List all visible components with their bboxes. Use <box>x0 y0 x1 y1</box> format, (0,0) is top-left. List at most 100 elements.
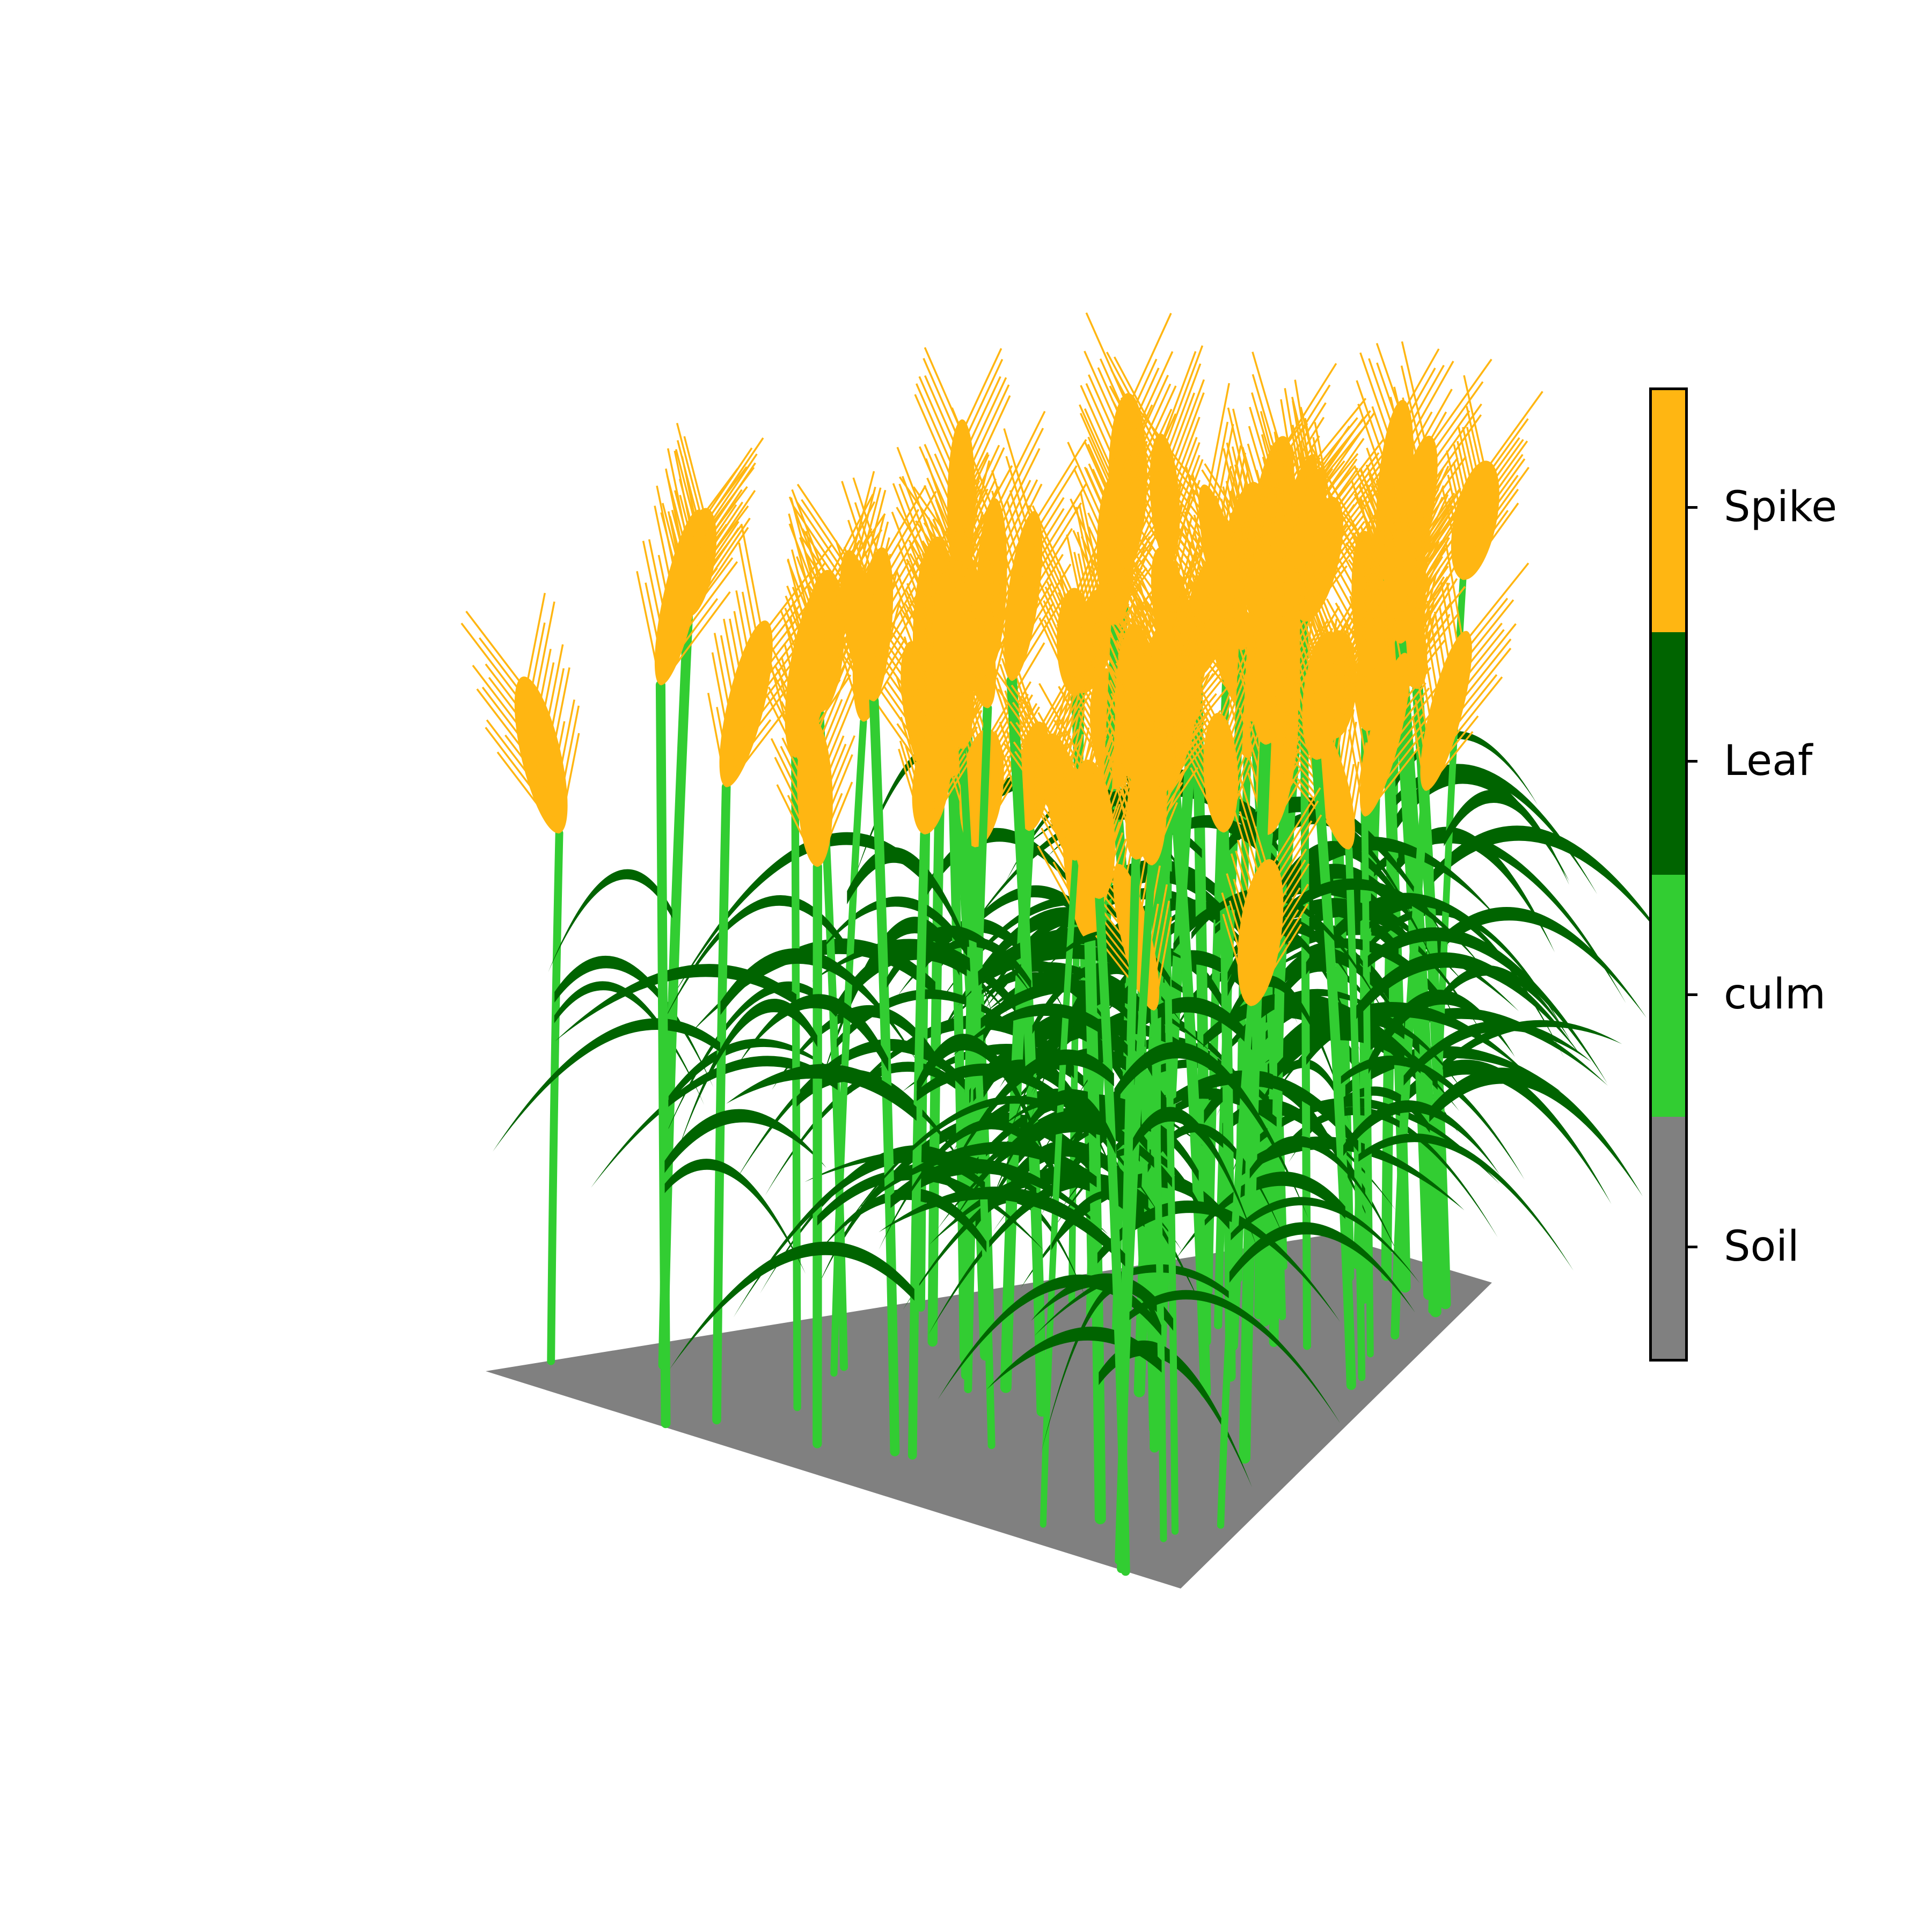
leaf-blade <box>1368 990 1515 1074</box>
leaf-blade <box>1231 1197 1420 1284</box>
leaf-blade <box>664 1159 806 1274</box>
leaf-blade <box>1203 992 1460 1111</box>
colorbar-label-culm: culm <box>1724 970 1826 1019</box>
culm-stem <box>869 696 900 1457</box>
leaf-blade <box>726 1064 917 1121</box>
leaf-blade <box>664 1109 826 1173</box>
leaf-blade <box>1277 1107 1498 1238</box>
leaf-blade <box>938 1274 1161 1400</box>
leaf-blade <box>957 933 1153 1006</box>
leaf-blade <box>735 1038 972 1181</box>
leaf-blade <box>1278 863 1426 937</box>
leaf-blade <box>1175 1172 1345 1260</box>
spike-ear <box>1231 515 1337 745</box>
leaf-blade <box>1356 952 1580 1055</box>
leaf-blade <box>1367 927 1607 1084</box>
spike-ear <box>1221 777 1322 1007</box>
culm-stem <box>1311 755 1356 1391</box>
colorbar-tick-culm <box>1688 993 1697 996</box>
leaf-blade <box>1099 1340 1253 1488</box>
wheat-plant <box>636 448 826 1429</box>
leaf-blade <box>858 1141 1097 1209</box>
culm-stem <box>1006 675 1048 1417</box>
leaf-blade <box>812 896 975 968</box>
leaf-blade <box>772 1005 935 1090</box>
culm-stem <box>1361 813 1374 1358</box>
leaf-blade <box>669 1241 914 1370</box>
culm-stem <box>1151 1006 1167 1542</box>
leaf-blade <box>660 895 846 1028</box>
colorbar-segment-leaf <box>1652 632 1685 875</box>
colorbar <box>1649 387 1688 1362</box>
leaf-blade <box>917 1063 1163 1221</box>
spike-ear <box>1067 404 1165 625</box>
leaf-blade <box>1366 1008 1608 1086</box>
leaf-blade <box>1419 907 1647 1018</box>
colorbar-tick-spike <box>1688 506 1697 509</box>
leaf-blade <box>548 869 672 972</box>
spike-ear <box>460 592 580 834</box>
spike-ear <box>792 471 902 702</box>
leaf-blade <box>1125 1290 1341 1424</box>
leaf-blade <box>1341 1056 1525 1180</box>
leaf-blade <box>1403 1020 1592 1086</box>
spike-ear <box>636 448 755 686</box>
colorbar-label-soil: Soil <box>1724 1223 1799 1271</box>
culm-stem <box>1345 845 1366 1381</box>
leaf-blade <box>1439 1020 1622 1073</box>
leaf-blade <box>1278 836 1500 921</box>
wheat-plant <box>1175 553 1525 1391</box>
wheat-plant <box>677 643 1044 1448</box>
spike-ear <box>761 643 859 867</box>
colorbar-label-leaf: Leaf <box>1724 737 1813 785</box>
colorbar-segment-soil <box>1652 1116 1685 1359</box>
leaf-blade <box>992 1089 1116 1199</box>
spike-ear <box>896 636 996 835</box>
leaf-blade <box>924 828 1099 925</box>
leaf-blade <box>720 948 918 1063</box>
leaf-blade <box>1101 948 1225 1014</box>
culm-stem <box>1204 608 1233 1296</box>
leaf-blade <box>968 1194 1087 1300</box>
wheat-plant <box>943 676 1308 1576</box>
leaf-blade <box>952 1003 1128 1057</box>
leaf-blade <box>1358 1133 1574 1271</box>
leaf-blade <box>1249 1136 1379 1218</box>
spike-ear <box>707 523 832 788</box>
plant-group <box>460 312 1676 1576</box>
leaf-blade <box>943 1049 1114 1185</box>
leaf-blade <box>811 939 1016 1012</box>
leaf-blade <box>1034 1264 1229 1336</box>
leaf-blade <box>1229 1222 1415 1313</box>
leaf-blade <box>1147 1123 1286 1243</box>
culm-stem <box>547 829 564 1365</box>
colorbar-segment-spike <box>1652 390 1685 633</box>
leaf-blade <box>1260 1097 1500 1184</box>
leaf-blade <box>1439 965 1570 1040</box>
leaf-blade <box>1097 1200 1341 1322</box>
colorbar-tick-leaf <box>1688 760 1697 763</box>
culm-stem <box>655 680 671 1429</box>
leaf-blade <box>1051 1189 1182 1252</box>
leaf-blade <box>493 1018 720 1152</box>
wheat-plant <box>493 523 918 1425</box>
leaf-blade <box>890 1159 1108 1235</box>
colorbar-segment-culm <box>1652 874 1685 1117</box>
leaf-blade <box>738 994 889 1072</box>
leaf-blade <box>879 1118 1054 1250</box>
spike-ear <box>1441 375 1543 581</box>
culm-stem <box>1040 857 1079 1528</box>
culm-stem <box>1095 894 1130 1576</box>
leaf-blade <box>1102 950 1248 1018</box>
leaf-blade <box>1306 1015 1463 1092</box>
leaf-blade <box>1277 1001 1529 1078</box>
leaf-blade <box>554 964 796 1042</box>
wheat-plant <box>1348 566 1607 1358</box>
culm-stem <box>1217 1002 1255 1529</box>
culm-stem <box>1161 785 1179 1535</box>
leaf-blade <box>1444 789 1569 885</box>
wheat-plant <box>1034 777 1420 1529</box>
leaf-blade <box>668 1038 838 1104</box>
leaf-blade <box>1267 938 1440 1002</box>
